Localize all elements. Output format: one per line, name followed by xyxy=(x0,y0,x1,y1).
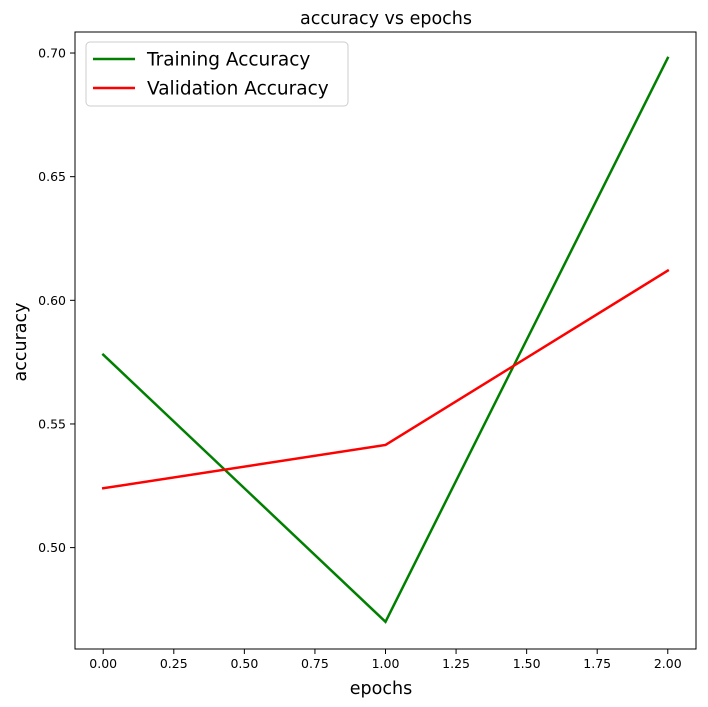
x-tick-label: 0.75 xyxy=(301,656,329,671)
legend-label: Training Accuracy xyxy=(146,50,310,71)
x-tick-label: 0.00 xyxy=(89,656,117,671)
legend-label: Validation Accuracy xyxy=(147,79,329,100)
y-tick-label: 0.55 xyxy=(38,416,66,431)
x-tick-label: 1.00 xyxy=(372,656,400,671)
y-tick-label: 0.70 xyxy=(38,46,66,61)
x-axis-title: epochs xyxy=(350,679,412,699)
x-tick-label: 1.50 xyxy=(513,656,541,671)
y-tick-label: 0.65 xyxy=(38,169,66,184)
x-tick-label: 1.75 xyxy=(583,656,611,671)
chart-title: accuracy vs epochs xyxy=(300,9,472,29)
series-lines xyxy=(101,56,670,624)
legend-box xyxy=(85,41,349,107)
x-tick-label: 2.00 xyxy=(654,656,682,671)
y-axis-ticks: 0.50 0.55 0.60 0.65 0.70 xyxy=(38,46,75,555)
x-tick-label: 0.25 xyxy=(160,656,188,671)
y-tick-label: 0.50 xyxy=(38,540,66,555)
x-axis-ticks: 0.00 0.25 0.50 0.75 1.00 1.25 1.50 1.75 2.00 xyxy=(89,649,682,671)
y-tick-label: 0.60 xyxy=(38,293,66,308)
legend: Training Accuracy Validation Accuracy xyxy=(85,41,349,107)
x-tick-label: 1.25 xyxy=(442,656,470,671)
x-tick-label: 0.50 xyxy=(230,656,258,671)
y-axis-title: accuracy xyxy=(11,303,31,382)
